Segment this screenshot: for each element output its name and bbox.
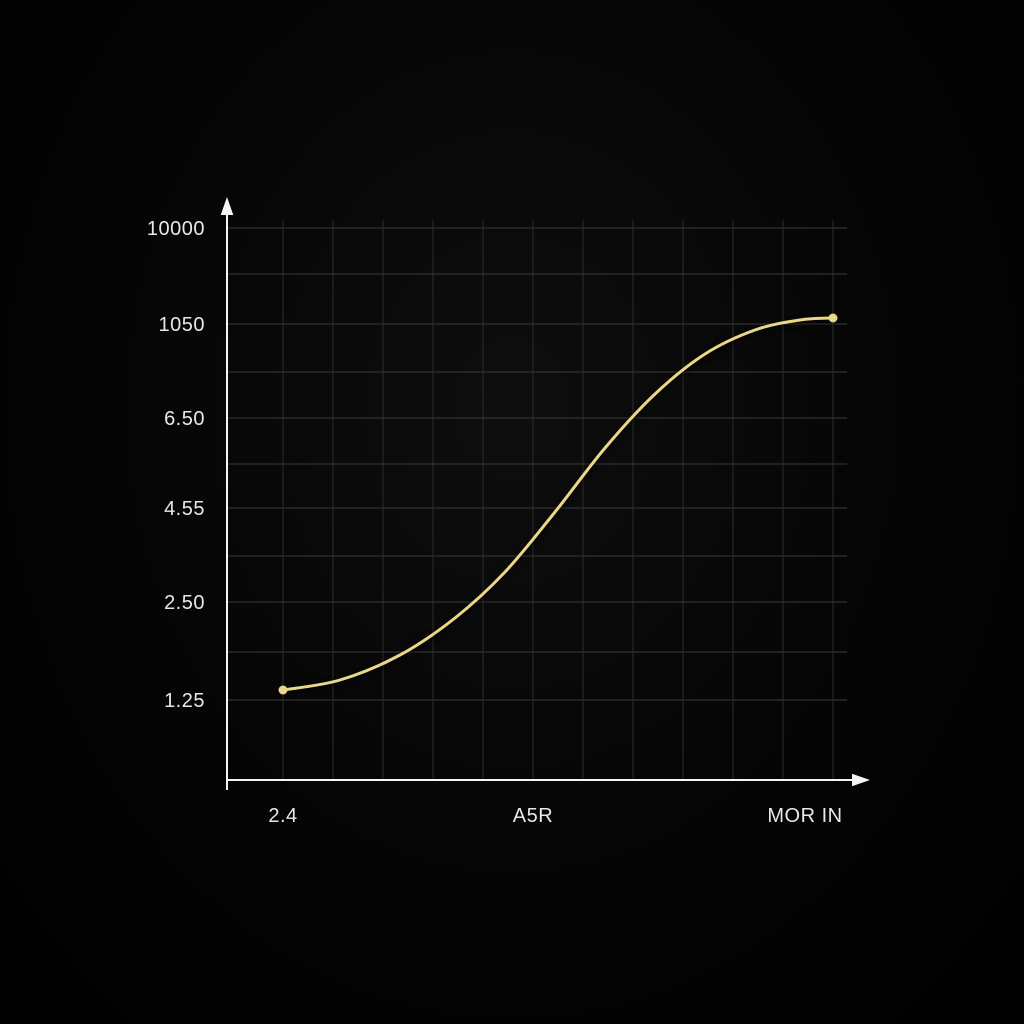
series-line [283, 318, 833, 690]
y-tick-label: 1.25 [164, 690, 205, 712]
y-tick-label: 1050 [159, 314, 206, 336]
x-tick-label: MOR IN [767, 805, 842, 827]
x-tick-label: 2.4 [268, 805, 297, 827]
series-marker [279, 686, 288, 695]
chart-svg: 10000 1050 6.50 4.55 2.50 1.25 2.4 A5R MOR IN [0, 0, 1024, 1024]
x-tick-label: A5R [513, 805, 553, 827]
y-tick-label: 4.55 [164, 498, 205, 520]
series-marker [829, 314, 838, 323]
y-tick-label: 2.50 [164, 592, 205, 614]
y-tick-label: 6.50 [164, 408, 205, 430]
growth-chart: 10000 1050 6.50 4.55 2.50 1.25 2.4 A5R MOR IN [0, 0, 1024, 1024]
y-tick-label: 10000 [147, 218, 205, 240]
